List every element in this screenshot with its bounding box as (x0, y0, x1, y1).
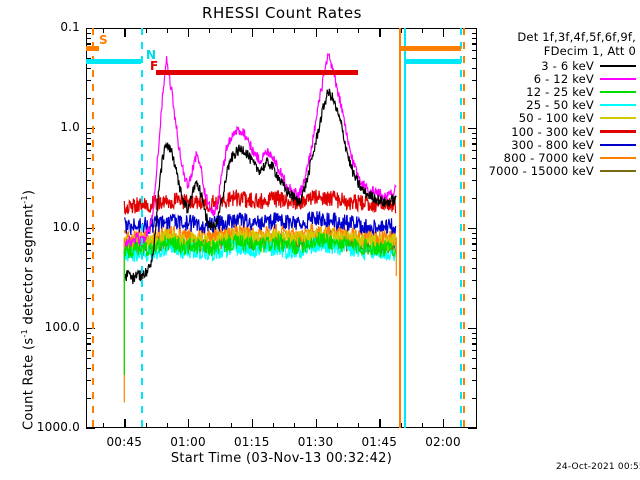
legend-color-swatch (600, 156, 636, 159)
legend-color-swatch (600, 77, 636, 80)
legend-entry: 12 - 25 keV (484, 84, 636, 99)
vline-dashed (92, 28, 95, 428)
legend-entry-label: 25 - 50 keV (526, 98, 594, 113)
legend-entry-label: 3 - 6 keV (541, 58, 594, 73)
vline-solid (398, 28, 401, 428)
event-bar-s (86, 46, 99, 52)
legend-entry: 300 - 800 keV (484, 137, 636, 152)
legend-entries: 3 - 6 keV 6 - 12 keV 12 - 25 keV 25 - 50 ke… (484, 59, 636, 178)
legend-header-detectors: Det 1f,3f,4f,5f,6f,9f, (517, 30, 636, 44)
legend-color-swatch (600, 104, 636, 107)
legend-entry-label: 800 - 7000 keV (503, 150, 594, 165)
x-axis-label: Start Time (03-Nov-13 00:32:42) (170, 451, 393, 466)
annotation-label-n: N (146, 48, 157, 62)
vline-dashed (141, 28, 144, 428)
legend-color-swatch (600, 143, 636, 146)
legend: Det 1f,3f,4f,5f,6f,9f, FDecim 1, Att 0 3… (484, 30, 636, 178)
legend-color-swatch (600, 90, 636, 94)
legend-entry-label: 7000 - 15000 keV (488, 164, 594, 179)
vline-solid (403, 28, 406, 428)
legend-entry-label: 100 - 300 keV (511, 124, 594, 139)
legend-entry: 50 - 100 keV (484, 111, 636, 126)
page-title: RHESSI Count Rates (202, 4, 362, 22)
trace-3-6-kev (123, 88, 397, 285)
legend-entry: 100 - 300 keV (484, 124, 636, 139)
trace-300-800-kev (123, 210, 397, 237)
vline-dashed (460, 28, 462, 428)
legend-entry-label: 50 - 100 keV (518, 111, 594, 126)
annotation-label-f: F (150, 59, 159, 73)
legend-entry: 800 - 7000 keV (484, 150, 636, 165)
render-timestamp: 24-Oct-2021 00:55 (556, 462, 640, 472)
legend-color-swatch (600, 170, 636, 173)
annotation-label-s: S (99, 33, 108, 47)
trace-12-25-kev (123, 232, 397, 259)
legend-entry-label: 12 - 25 keV (526, 84, 594, 99)
legend-entry-label: 6 - 12 keV (533, 71, 594, 86)
legend-entry-label: 300 - 800 keV (511, 137, 594, 152)
legend-entry: 25 - 50 keV (484, 98, 636, 113)
legend-color-swatch (600, 64, 636, 67)
legend-entry: 3 - 6 keV (484, 58, 636, 73)
event-bar-s2 (399, 46, 461, 52)
trace-25-50-kev (123, 236, 397, 263)
vline-dashed (462, 28, 465, 428)
legend-entry: 7000 - 15000 keV (484, 164, 636, 179)
legend-color-swatch (600, 117, 636, 120)
event-bar-f (156, 69, 358, 75)
legend-entry: 6 - 12 keV (484, 71, 636, 86)
legend-header-decim: FDecim 1, Att 0 (543, 44, 636, 58)
legend-color-swatch (600, 130, 636, 133)
event-bar-n (86, 59, 142, 65)
trace-100-300-kev (123, 189, 397, 216)
event-bar-n2 (403, 59, 461, 65)
